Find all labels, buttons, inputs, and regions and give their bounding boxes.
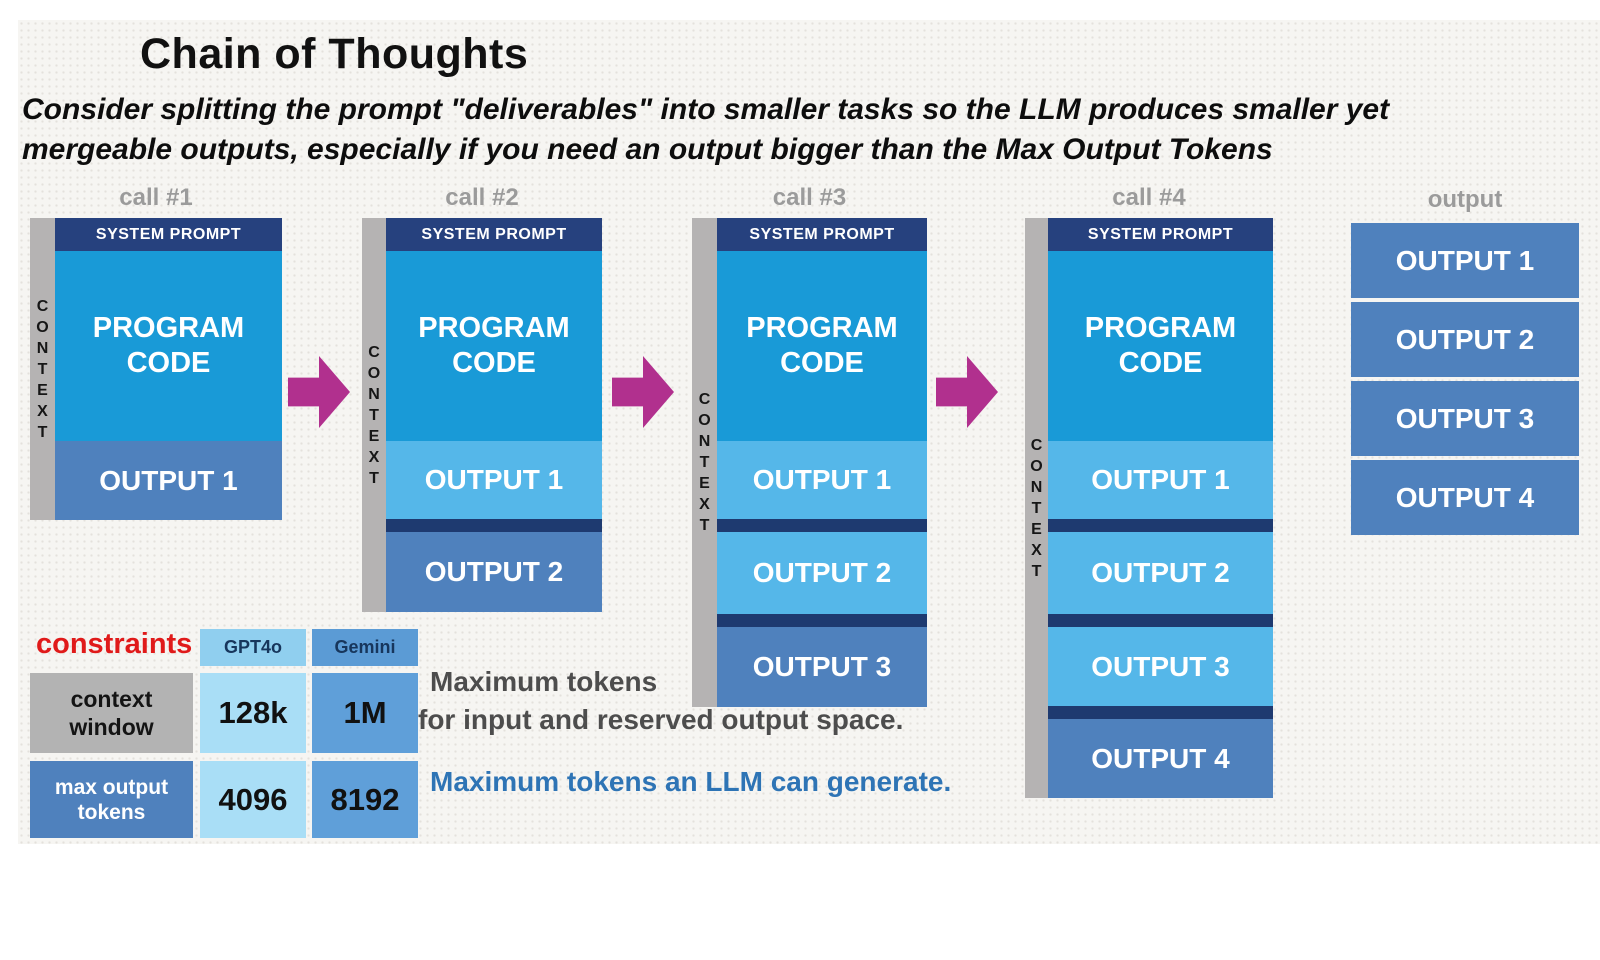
output-block-2: OUTPUT 2	[717, 532, 927, 614]
output-divider	[1048, 519, 1273, 532]
table-value-context-window-gemini: 1M	[312, 673, 418, 753]
context-label: C O N T E X T	[36, 297, 49, 441]
table-value-context-window-gpt4o: 128k	[200, 673, 306, 753]
output-divider	[1048, 614, 1273, 627]
context-bar: C O N T E X T	[692, 218, 717, 707]
program-code-block: PROGRAM CODE	[55, 251, 282, 441]
merged-output-item-4: OUTPUT 4	[1351, 460, 1579, 535]
output-column-label: output	[1427, 186, 1503, 213]
output-block-4: OUTPUT 4	[1048, 719, 1273, 798]
context-label: C O N T E X T	[1030, 436, 1043, 580]
call-2-label: call #2	[445, 184, 519, 211]
output-block-1: OUTPUT 1	[55, 441, 282, 520]
system-prompt-block: SYSTEM PROMPT	[1048, 218, 1273, 251]
program-code-block: PROGRAM CODE	[1048, 251, 1273, 441]
output-block-1: OUTPUT 1	[717, 441, 927, 519]
system-prompt-block: SYSTEM PROMPT	[386, 218, 602, 251]
context-label: C O N T E X T	[698, 391, 711, 534]
output-divider	[717, 519, 927, 532]
output-block-1: OUTPUT 1	[386, 441, 602, 519]
output-block-2: OUTPUT 2	[1048, 532, 1273, 614]
context-bar: C O N T E X T	[362, 218, 386, 612]
merged-output-item-1: OUTPUT 1	[1351, 223, 1579, 298]
call-3-label: call #3	[772, 184, 847, 211]
program-code-block: PROGRAM CODE	[717, 251, 927, 441]
table-row-label-max-output-tokens: max output tokens	[30, 761, 193, 838]
page-title: Chain of Thoughts	[140, 30, 529, 78]
call-4-label: call #4	[1112, 184, 1186, 211]
subtitle-line-2: mergeable outputs, especially if you nee…	[22, 133, 1273, 166]
system-prompt-block: SYSTEM PROMPT	[55, 218, 282, 251]
context-window-note-line-2: for input and reserved output space.	[418, 704, 904, 735]
output-block-3: OUTPUT 3	[717, 627, 927, 707]
constraints-title: constraints	[36, 628, 193, 660]
max-output-note: Maximum tokens an LLM can generate.	[430, 766, 952, 797]
table-value-max-output-gpt4o: 4096	[200, 761, 306, 838]
output-divider	[386, 519, 602, 532]
table-header-gpt4o: GPT4o	[200, 629, 306, 666]
table-header-gemini: Gemini	[312, 629, 418, 666]
system-prompt-block: SYSTEM PROMPT	[717, 218, 927, 251]
context-bar: C O N T E X T	[1025, 218, 1048, 798]
table-row-label-context-window: context window	[30, 673, 193, 753]
program-code-block: PROGRAM CODE	[386, 251, 602, 441]
output-block-3: OUTPUT 3	[1048, 627, 1273, 706]
merged-output-item-3: OUTPUT 3	[1351, 381, 1579, 456]
output-block-2: OUTPUT 2	[386, 532, 602, 612]
context-window-note-line-1: Maximum tokens	[430, 666, 658, 697]
table-value-max-output-gemini: 8192	[312, 761, 418, 838]
output-block-1: OUTPUT 1	[1048, 441, 1273, 519]
context-label: C O N T E X T	[367, 343, 381, 487]
call-1-label: call #1	[119, 184, 193, 211]
context-bar: C O N T E X T	[30, 218, 55, 520]
output-divider	[717, 614, 927, 627]
output-divider	[1048, 706, 1273, 719]
merged-output-item-2: OUTPUT 2	[1351, 302, 1579, 377]
subtitle-line-1: Consider splitting the prompt "deliverab…	[22, 93, 1390, 126]
